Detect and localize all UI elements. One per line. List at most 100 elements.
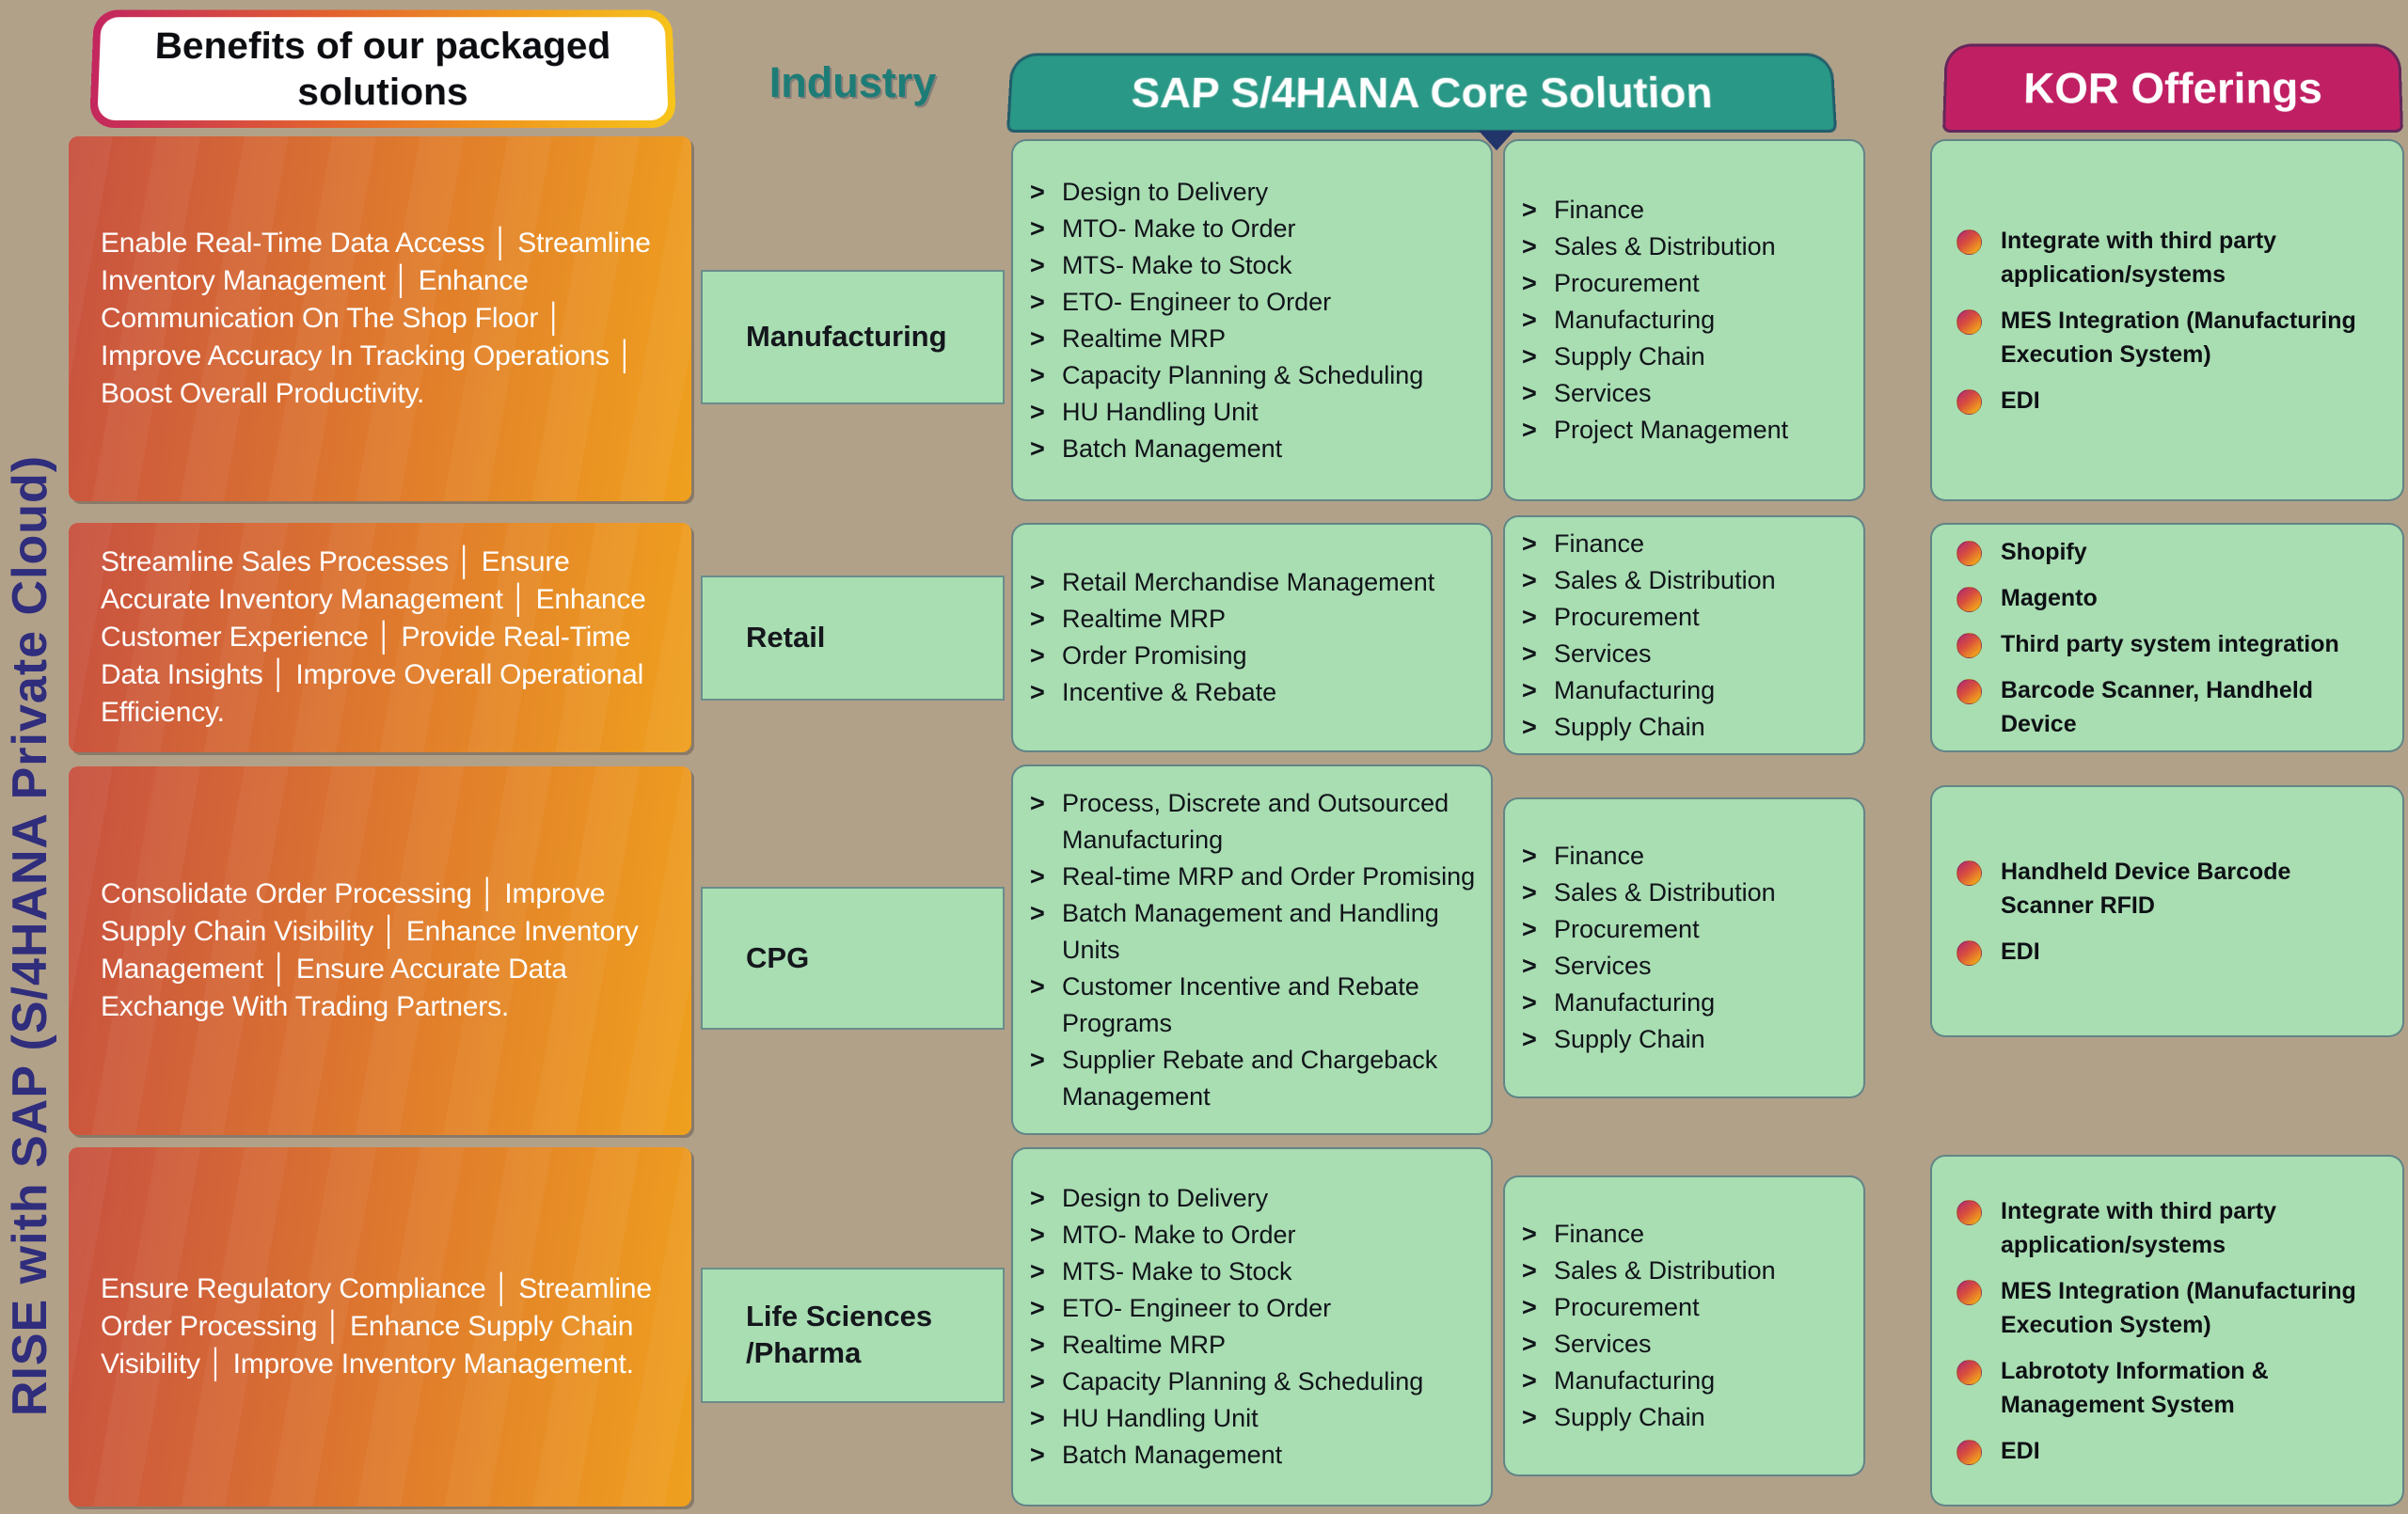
benefit-card-life-sciences: Ensure Regulatory Compliance │ Streamlin… <box>69 1147 691 1506</box>
chevron-bullet-icon: > <box>1030 1404 1045 1432</box>
industry-header: Industry <box>768 58 937 106</box>
core-solution-item: > Design to Delivery <box>1030 174 1483 211</box>
core-solution-item: > Services <box>1522 1326 1856 1363</box>
core-solution-item: > Procurement <box>1522 1289 1856 1326</box>
industry-label: Retail <box>746 621 826 654</box>
core-solution-item: > Realtime MRP <box>1030 601 1483 638</box>
chevron-bullet-icon: > <box>1522 1220 1537 1248</box>
core-solution-list-secondary: > Finance > Sales & Distribution > Procuremen… <box>1503 515 1865 755</box>
chevron-bullet-icon: > <box>1522 379 1537 407</box>
core-solution-header-title: SAP S/4HANA Core Solution <box>1130 68 1714 118</box>
chevron-bullet-icon: > <box>1030 971 1045 1001</box>
core-solution-item: > ETO- Engineer to Order <box>1030 1290 1483 1327</box>
core-solution-item: > Services <box>1522 636 1856 672</box>
industry-band-cpg: CPG <box>701 887 1005 1030</box>
chevron-bullet-icon: > <box>1030 568 1045 596</box>
benefits-header: Benefits of our packaged solutions <box>89 9 676 128</box>
core-solution-item: > Manufacturing <box>1522 672 1856 709</box>
benefit-text: Ensure Regulatory Compliance │ Streamlin… <box>101 1273 652 1380</box>
kor-offering-item: EDI <box>1956 1434 2395 1468</box>
core-solution-list-secondary: > Finance > Sales & Distribution > Procuremen… <box>1503 797 1865 1098</box>
chevron-bullet-icon: > <box>1030 898 1045 927</box>
core-solution-item: > Sales & Distribution <box>1522 562 1856 599</box>
core-solution-item: > Supplier Rebate and Chargeback Manageme… <box>1030 1042 1483 1115</box>
gradient-bullet-icon <box>1956 586 1982 612</box>
kor-offering-item: Integrate with third party application/s… <box>1956 1194 2395 1262</box>
core-solution-item: > Sales & Distribution <box>1522 1253 1856 1289</box>
chevron-bullet-icon: > <box>1522 878 1537 907</box>
chevron-bullet-icon: > <box>1030 1294 1045 1322</box>
chevron-bullet-icon: > <box>1522 232 1537 260</box>
kor-offerings-list: Shopify Magento Third party system integra… <box>1930 523 2404 752</box>
chevron-bullet-icon: > <box>1522 1330 1537 1358</box>
core-solution-item: > Procurement <box>1522 599 1856 636</box>
chevron-bullet-icon: > <box>1030 177 1045 206</box>
chevron-bullet-icon: > <box>1522 915 1537 943</box>
industry-label: CPG <box>746 940 810 974</box>
core-solution-item: > Capacity Planning & Scheduling <box>1030 1364 1483 1400</box>
chevron-bullet-icon: > <box>1030 641 1045 670</box>
core-solution-item: > Incentive & Rebate <box>1030 674 1483 711</box>
chevron-bullet-icon: > <box>1522 639 1537 668</box>
kor-offering-item: Handheld Device Barcode Scanner RFID <box>1956 855 2395 923</box>
kor-offering-item: EDI <box>1956 935 2395 969</box>
core-solution-item: > HU Handling Unit <box>1030 394 1483 431</box>
core-solution-item: > Services <box>1522 948 1856 985</box>
core-solution-item: > Finance <box>1522 1216 1856 1253</box>
chevron-bullet-icon: > <box>1522 988 1537 1017</box>
core-solution-item: > Project Management <box>1522 412 1856 449</box>
chevron-bullet-icon: > <box>1522 1293 1537 1321</box>
chevron-bullet-icon: > <box>1522 306 1537 334</box>
chevron-bullet-icon: > <box>1030 434 1045 463</box>
chevron-bullet-icon: > <box>1522 1366 1537 1395</box>
industry-band-life-sciences: Life Sciences /Pharma <box>701 1268 1005 1403</box>
chevron-bullet-icon: > <box>1030 250 1045 279</box>
chevron-bullet-icon: > <box>1030 287 1045 316</box>
core-solution-item: > Supply Chain <box>1522 339 1856 375</box>
chevron-bullet-icon: > <box>1030 1331 1045 1359</box>
gradient-bullet-icon <box>1956 388 1982 415</box>
chevron-bullet-icon: > <box>1522 675 1537 704</box>
kor-offering-item: Magento <box>1956 581 2395 615</box>
core-solution-item: > Finance <box>1522 192 1856 229</box>
kor-offerings-list: Handheld Device Barcode Scanner RFID EDI <box>1930 785 2404 1037</box>
benefits-header-inner: Benefits of our packaged solutions <box>97 17 669 121</box>
gradient-bullet-icon <box>1956 1279 1982 1305</box>
gradient-bullet-icon <box>1956 1199 1982 1225</box>
chevron-bullet-icon: > <box>1030 788 1045 817</box>
chevron-bullet-icon: > <box>1522 528 1537 558</box>
core-solution-list-primary: > Design to Delivery > MTO- Make to Order > M… <box>1011 139 1493 501</box>
gradient-bullet-icon <box>1956 540 1982 566</box>
chevron-bullet-icon: > <box>1030 1221 1045 1249</box>
core-solution-list-secondary: > Finance > Sales & Distribution > Procuremen… <box>1503 1175 1865 1476</box>
chevron-bullet-icon: > <box>1522 416 1537 444</box>
core-solution-item: > Capacity Planning & Scheduling <box>1030 357 1483 394</box>
core-solution-item: > MTS- Make to Stock <box>1030 247 1483 284</box>
chevron-bullet-icon: > <box>1522 1025 1537 1053</box>
gradient-bullet-icon <box>1956 229 1982 255</box>
chevron-bullet-icon: > <box>1522 565 1537 594</box>
core-solution-item: > Manufacturing <box>1522 1363 1856 1399</box>
core-solution-item: > Supply Chain <box>1522 1021 1856 1058</box>
core-solution-item: > Batch Management <box>1030 431 1483 467</box>
gradient-bullet-icon <box>1956 860 1982 886</box>
benefit-text: Enable Real-Time Data Access │ Streamlin… <box>101 228 651 409</box>
core-solution-item: > Retail Merchandise Management <box>1030 564 1483 601</box>
core-solution-item: > ETO- Engineer to Order <box>1030 284 1483 321</box>
chevron-bullet-icon: > <box>1030 323 1045 353</box>
core-solution-item: > Sales & Distribution <box>1522 229 1856 265</box>
benefit-card-cpg: Consolidate Order Processing │ Improve S… <box>69 766 691 1135</box>
kor-offering-item: Labrototy Information & Management Syste… <box>1956 1354 2395 1422</box>
kor-offering-item: Shopify <box>1956 535 2395 569</box>
chevron-bullet-icon: > <box>1030 861 1045 891</box>
kor-offering-item: Barcode Scanner, Handheld Device <box>1956 673 2395 741</box>
chevron-bullet-icon: > <box>1030 1045 1045 1074</box>
chevron-bullet-icon: > <box>1522 342 1537 371</box>
gradient-bullet-icon <box>1956 632 1982 658</box>
core-solution-item: > Finance <box>1522 838 1856 875</box>
chevron-bullet-icon: > <box>1522 842 1537 870</box>
kor-offerings-list: Integrate with third party application/s… <box>1930 1155 2404 1506</box>
chevron-bullet-icon: > <box>1030 1257 1045 1285</box>
chevron-bullet-icon: > <box>1522 602 1537 631</box>
core-solution-list-primary: > Process, Discrete and Outsourced Manufa… <box>1011 765 1493 1135</box>
